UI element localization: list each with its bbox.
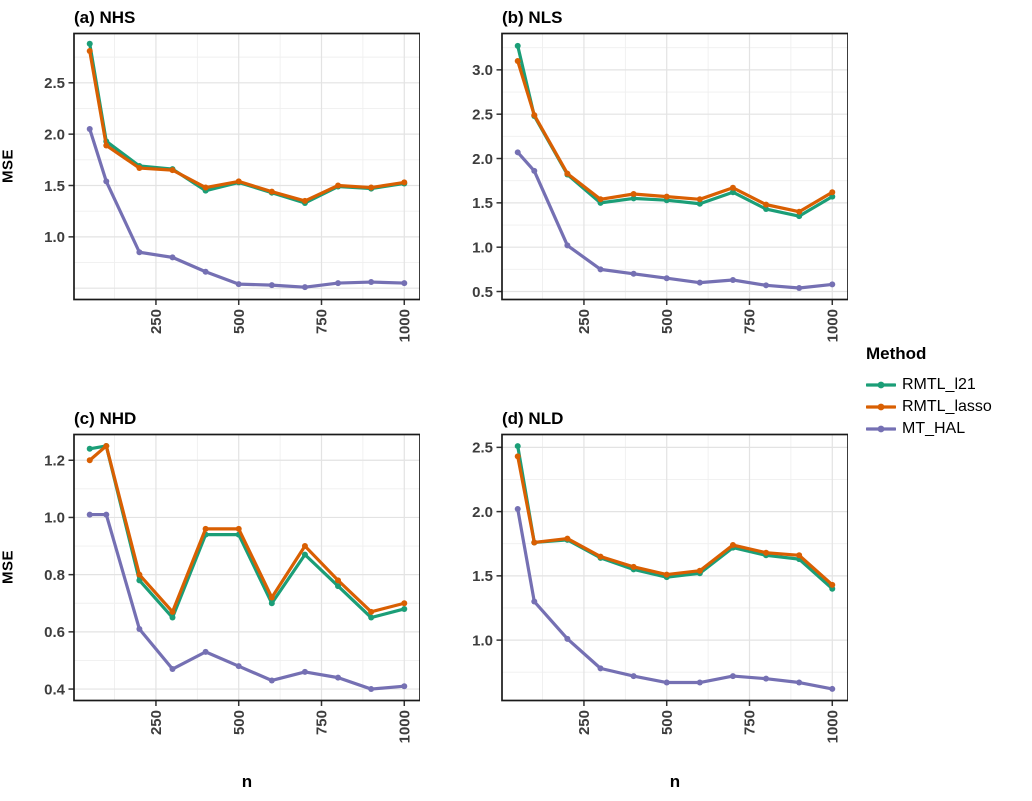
line-point-key-icon — [866, 381, 896, 389]
panel-b-body: 0.5 1.0 1.5 2.0 2.5 3.0 250 500 750 1000 — [444, 32, 848, 371]
legend-item-label: MT_HAL — [902, 420, 966, 437]
panel-b: (b) NLS 0.5 1.0 1.5 2.0 2.5 3.0 250 500 750 1000 — [444, 6, 848, 371]
line-point-key-icon — [866, 425, 896, 433]
legend: Method RMTL_l21 RMTL_lasso MT_HAL — [866, 344, 1030, 440]
svg-text:2.0: 2.0 — [44, 126, 65, 143]
x-axis-title-n: n — [241, 772, 253, 791]
svg-text:1.5: 1.5 — [472, 195, 493, 212]
svg-text:500: 500 — [659, 309, 676, 334]
svg-text:0.5: 0.5 — [472, 284, 493, 301]
svg-text:0.6: 0.6 — [44, 624, 65, 641]
y-axis-title-mse: MSE — [0, 148, 17, 183]
svg-text:250: 250 — [576, 710, 593, 735]
svg-text:0.4: 0.4 — [44, 681, 66, 698]
svg-text:250: 250 — [576, 309, 593, 334]
svg-text:250: 250 — [148, 309, 165, 334]
svg-text:1000: 1000 — [397, 710, 414, 743]
svg-text:1.0: 1.0 — [472, 632, 493, 649]
svg-text:500: 500 — [659, 710, 676, 735]
panel-d: (d) NLD 1.0 1.5 2.0 2.5 250 500 750 1000 n — [444, 407, 848, 792]
svg-text:1.0: 1.0 — [44, 510, 65, 527]
svg-text:1000: 1000 — [825, 309, 842, 342]
svg-text:500: 500 — [231, 309, 248, 334]
x-axis-title-n: n — [669, 772, 681, 791]
legend-item-label: RMTL_l21 — [902, 376, 976, 393]
panel-c-plot: 0.4 0.6 0.8 1.0 1.2 250 500 750 1000 — [44, 433, 420, 743]
svg-text:1.0: 1.0 — [44, 229, 65, 246]
panel-a: (a) NHS MSE 1.0 1.5 2.0 2.5 250 500 750 1000 — [0, 6, 420, 371]
panel-c-body: MSE 0.4 0.6 0.8 1.0 1.2 250 500 750 1000 — [0, 433, 420, 772]
svg-text:750: 750 — [742, 710, 759, 735]
panel-b-title: (b) NLS — [502, 8, 563, 27]
legend-item-rmtl-lasso: RMTL_lasso — [866, 396, 1030, 418]
svg-text:2.5: 2.5 — [472, 440, 493, 457]
panel-a-plot: 1.0 1.5 2.0 2.5 250 500 750 1000 — [44, 32, 420, 342]
svg-text:1.0: 1.0 — [472, 239, 493, 256]
panel-d-plot: 1.0 1.5 2.0 2.5 250 500 750 1000 — [472, 433, 848, 743]
svg-text:1.2: 1.2 — [44, 452, 65, 469]
panel-a-body: MSE 1.0 1.5 2.0 2.5 250 500 750 1000 — [0, 32, 420, 371]
line-point-key-icon — [866, 403, 896, 411]
figure-row-top: (a) NHS MSE 1.0 1.5 2.0 2.5 250 500 750 1000 (b… — [0, 0, 1032, 371]
panel-d-body: 1.0 1.5 2.0 2.5 250 500 750 1000 — [444, 433, 848, 772]
svg-text:1000: 1000 — [825, 710, 842, 743]
legend-item-mt-hal: MT_HAL — [866, 418, 1030, 440]
panel-b-plot: 0.5 1.0 1.5 2.0 2.5 3.0 250 500 750 1000 — [472, 32, 848, 342]
panel-c-title: (c) NHD — [74, 409, 137, 428]
svg-text:0.8: 0.8 — [44, 567, 65, 584]
svg-text:2.5: 2.5 — [44, 75, 65, 92]
svg-text:750: 750 — [314, 309, 331, 334]
svg-text:1000: 1000 — [397, 309, 414, 342]
panel-a-title: (a) NHS — [74, 8, 136, 27]
svg-text:1.5: 1.5 — [472, 568, 493, 585]
svg-text:500: 500 — [231, 710, 248, 735]
y-axis-title-mse: MSE — [0, 549, 17, 584]
panel-c: (c) NHD MSE 0.4 0.6 0.8 1.0 1.2 250 500 750 1000… — [0, 407, 420, 792]
svg-text:250: 250 — [148, 710, 165, 735]
svg-text:2.0: 2.0 — [472, 504, 493, 521]
figure-row-bottom: (c) NHD MSE 0.4 0.6 0.8 1.0 1.2 250 500 750 1000… — [0, 407, 1032, 792]
legend-title: Method — [866, 344, 927, 363]
legend-item-rmtl-l21: RMTL_l21 — [866, 374, 1030, 396]
svg-text:750: 750 — [314, 710, 331, 735]
svg-text:3.0: 3.0 — [472, 62, 493, 79]
svg-text:2.5: 2.5 — [472, 106, 493, 123]
svg-text:2.0: 2.0 — [472, 151, 493, 168]
svg-text:1.5: 1.5 — [44, 178, 65, 195]
panel-d-title: (d) NLD — [502, 409, 564, 428]
svg-text:750: 750 — [742, 309, 759, 334]
legend-item-label: RMTL_lasso — [902, 398, 992, 415]
